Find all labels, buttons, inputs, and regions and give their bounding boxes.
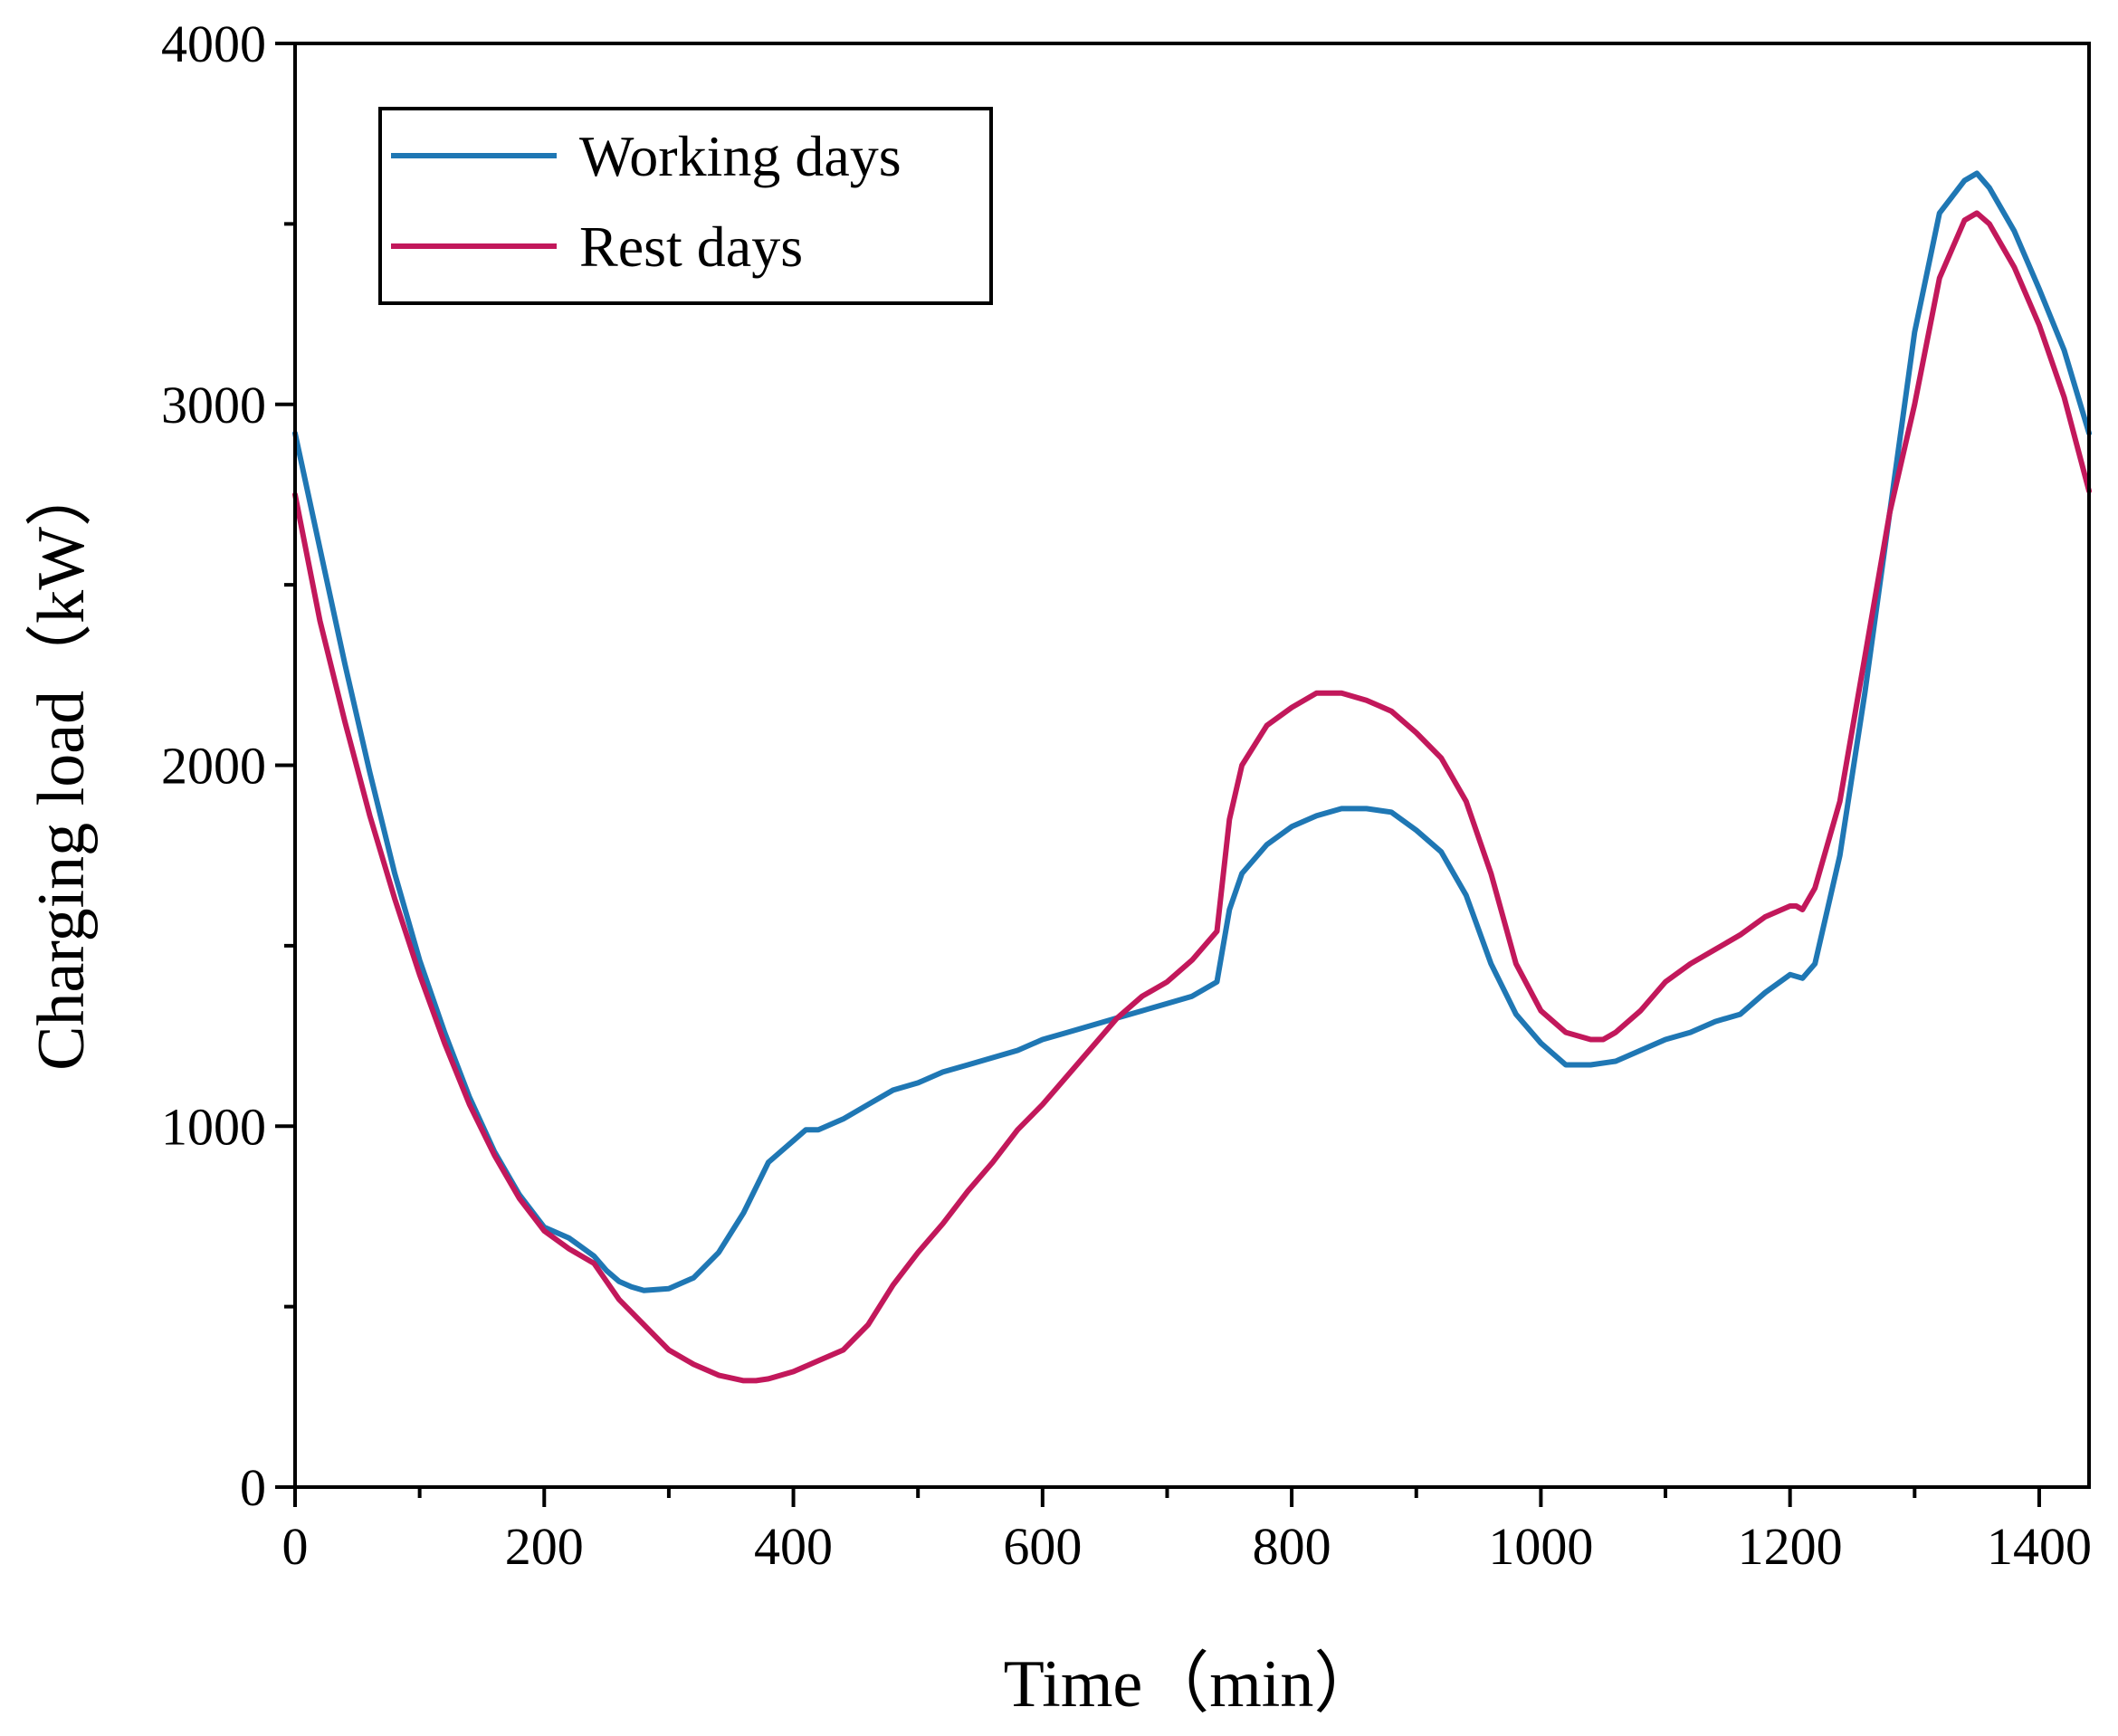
y-tick-label: 3000	[161, 376, 266, 434]
x-tick-label: 0	[282, 1517, 309, 1576]
series-line-working-days	[292, 170, 2092, 1293]
x-axis-title: Time（min）	[1004, 1647, 1381, 1722]
ticks-layer	[275, 42, 2041, 1507]
series-layer	[292, 170, 2092, 1384]
x-tick-label: 600	[1003, 1517, 1082, 1576]
x-tick-label: 400	[754, 1517, 833, 1576]
series-line-rest-days	[292, 210, 2092, 1384]
y-tick-label: 0	[240, 1458, 266, 1517]
legend: Working days Rest days	[378, 107, 993, 305]
y-axis-title: Charging load（kW）	[24, 460, 99, 1071]
labels-layer: 0 200 400 600 800 1000 1200 1400 0 1000 2000 3000 40…	[161, 14, 2092, 1576]
legend-box	[378, 107, 993, 305]
y-tick-label: 1000	[161, 1097, 266, 1156]
x-tick-label: 1400	[1987, 1517, 2092, 1576]
x-tick-label: 200	[505, 1517, 584, 1576]
legend-label-working-days: Working days	[579, 124, 902, 188]
y-tick-label: 4000	[161, 14, 266, 73]
y-tick-label: 2000	[161, 737, 266, 796]
x-tick-label: 1200	[1738, 1517, 1843, 1576]
x-tick-label: 800	[1253, 1517, 1331, 1576]
x-tick-label: 1000	[1488, 1517, 1593, 1576]
legend-label-rest-days: Rest days	[579, 215, 803, 279]
